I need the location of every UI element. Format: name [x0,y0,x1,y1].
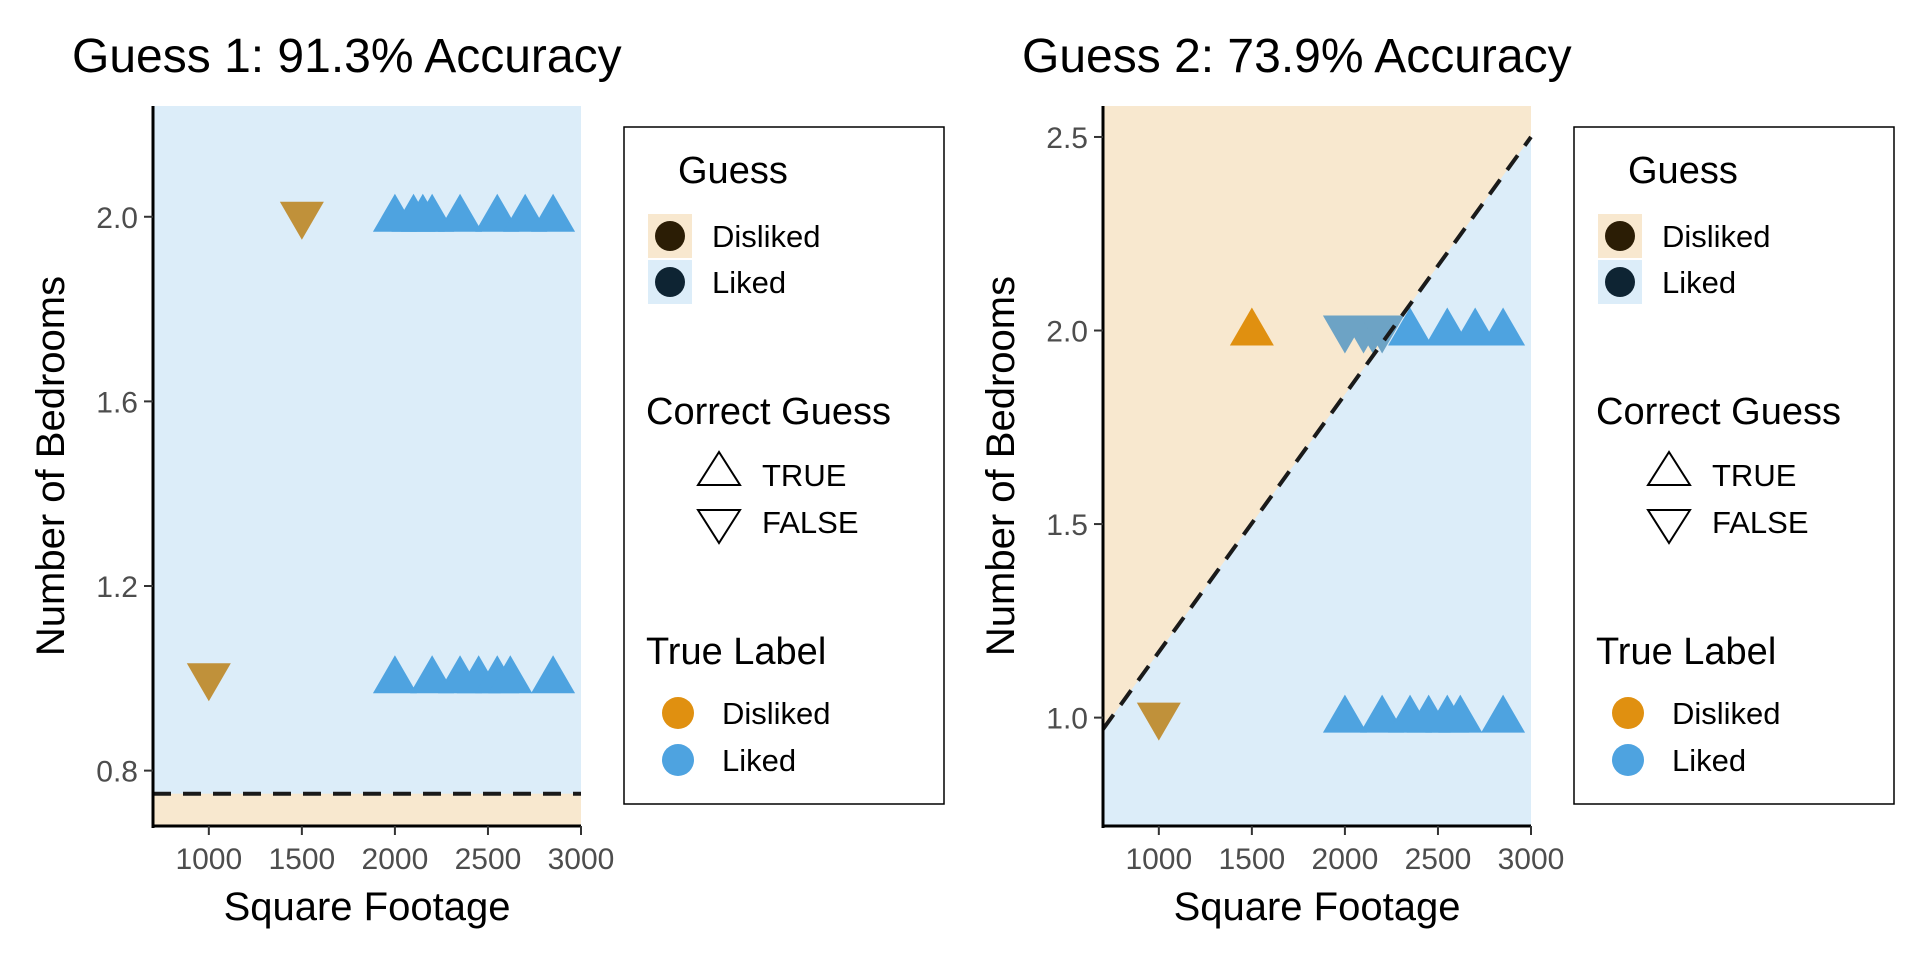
y-tick-label: 1.5 [1046,509,1088,542]
legend-label-true-liked: Liked [1672,743,1746,778]
x-axis-ticks: 1000 1500 2000 2500 3000 [1125,826,1564,876]
legend-key-true-liked [662,744,694,776]
legend-label-correct-true: TRUE [1712,458,1796,493]
legend-label-guess-liked: Liked [1662,265,1736,300]
chart-title: Guess 1: 91.3% Accuracy [72,30,622,83]
triangle-down-icon [1646,509,1692,545]
legend-label-correct-true: TRUE [762,458,846,493]
legend-label-guess-disliked: Disliked [712,219,821,254]
legend-title-true-label: True Label [1596,631,1776,673]
legend-label-true-disliked: Disliked [722,696,831,731]
x-tick-label: 1000 [175,843,242,876]
data-point [372,655,417,694]
triangle-down-icon [696,509,742,545]
legend-label-guess-disliked: Disliked [1662,219,1771,254]
y-axis-ticks: 1.0 1.5 2.0 2.5 [1046,122,1103,736]
legend-label-true-disliked: Disliked [1672,696,1781,731]
x-tick-label: 1500 [268,843,335,876]
x-tick-label: 2500 [1405,843,1472,876]
legend-label-correct-false: FALSE [762,505,859,540]
legend-key-guess-disliked [1605,221,1635,251]
x-tick-label: 3000 [1498,843,1565,876]
data-point [503,193,548,232]
y-tick-label: 1.0 [1046,703,1088,736]
data-point [186,663,231,702]
legend-key-true-disliked [1612,697,1644,729]
triangle-up-icon [696,450,742,486]
data-point [1453,307,1498,346]
x-axis-title: Square Footage [1174,885,1461,929]
y-axis-title: Number of Bedrooms [29,276,73,656]
region-disliked [153,793,581,826]
x-tick-label: 1000 [1125,843,1192,876]
y-axis-title: Number of Bedrooms [979,276,1023,656]
legend-label-correct-false: FALSE [1712,505,1809,540]
legend-label-true-liked: Liked [722,743,796,778]
legend-title-correct: Correct Guess [1596,391,1841,433]
legend-key-guess-liked [1605,267,1635,297]
y-axis-ticks: 0.8 1.2 1.6 2.0 [96,202,153,789]
x-tick-label: 2000 [1312,843,1379,876]
legend: Guess Disliked Liked Correct Guess TRUE … [623,126,945,805]
legend-title-correct: Correct Guess [646,391,891,433]
legend-label-guess-liked: Liked [712,265,786,300]
x-axis-ticks: 1000 1500 2000 2500 3000 [175,826,614,876]
y-tick-label: 1.2 [96,571,138,604]
y-tick-label: 2.0 [1046,316,1088,349]
y-tick-label: 1.6 [96,386,138,419]
data-point [1481,694,1526,733]
legend: Guess Disliked Liked Correct Guess TRUE … [1573,126,1895,805]
region-disliked [1103,106,1531,730]
panel-guess-1: Guess 1: 91.3% Accuracy 1000 1500 2000 2500… [29,30,945,929]
data-point [1322,694,1367,733]
triangle-up-icon [1646,450,1692,486]
data-point [1481,307,1526,346]
data-point [531,193,576,232]
legend-key-guess-liked [655,267,685,297]
legend-key-true-disliked [662,697,694,729]
legend-title-guess: Guess [678,150,788,192]
panel-guess-2: Guess 2: 73.9% Accuracy 1000 1500 2000 2500… [979,30,1895,929]
data-point [1388,307,1433,346]
data-point [410,655,455,694]
y-tick-label: 2.0 [96,202,138,235]
x-tick-label: 1500 [1218,843,1285,876]
data-point [1229,307,1274,346]
chart-title: Guess 2: 73.9% Accuracy [1022,30,1572,83]
x-tick-label: 2000 [362,843,429,876]
data-points [186,193,576,702]
data-point [1438,694,1483,733]
data-point [279,201,324,240]
y-tick-label: 0.8 [96,756,138,789]
data-point [488,655,533,694]
data-point [438,193,483,232]
data-point [410,193,455,232]
legend-title-guess: Guess [1628,150,1738,192]
y-tick-label: 2.5 [1046,122,1088,155]
x-axis-title: Square Footage [224,885,511,929]
decision-boundary [1101,135,1533,731]
boundary-line [1101,135,1533,731]
x-tick-label: 2500 [455,843,522,876]
legend-key-true-liked [1612,744,1644,776]
x-tick-label: 3000 [548,843,615,876]
data-point [531,655,576,694]
data-point [1136,702,1181,741]
data-point [1425,307,1470,346]
legend-key-guess-disliked [655,221,685,251]
data-point [1360,694,1405,733]
data-point [475,193,520,232]
data-points [1136,307,1526,741]
legend-title-true-label: True Label [646,631,826,673]
